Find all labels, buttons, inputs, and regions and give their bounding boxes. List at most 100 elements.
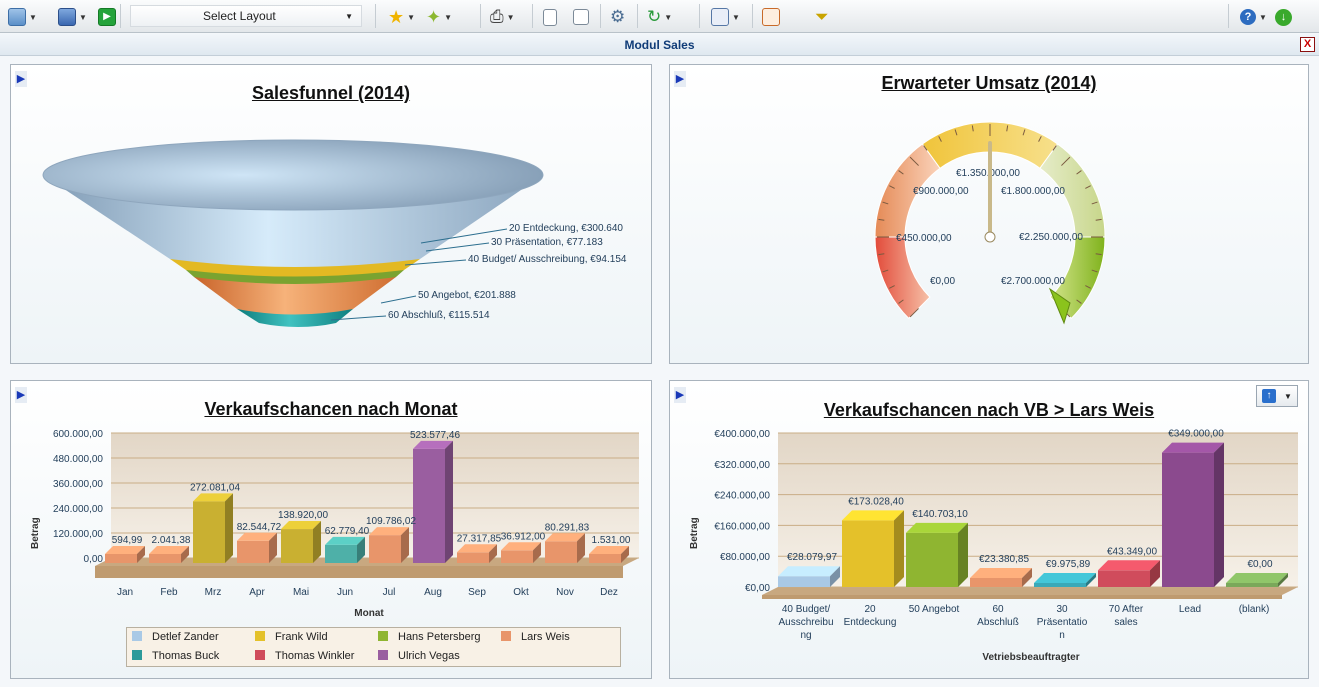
x-tick-label: Feb	[160, 587, 178, 598]
bar-side	[830, 566, 840, 587]
bar-front	[1098, 570, 1150, 587]
x-tick-label-line: 50 Angebot	[909, 604, 960, 615]
select-layout-label: Select Layout	[203, 9, 276, 23]
gauge-tick	[878, 253, 885, 256]
chevron-down-icon: ▼	[79, 12, 87, 22]
close-module-button[interactable]: X	[1300, 37, 1315, 52]
triangle-right-icon: ▶	[16, 73, 26, 85]
chevron-down-icon: ▼	[29, 12, 37, 22]
bar-top	[325, 536, 365, 545]
legend-item[interactable]: Lars Weis	[501, 631, 570, 643]
x-tick-label-line: ng	[800, 630, 811, 641]
copy-button[interactable]	[543, 5, 557, 29]
x-tick-label-line: 30	[1056, 604, 1068, 615]
funnel-label-20: 20 Entdeckung, €300.640	[509, 223, 623, 234]
x-tick-label: Okt	[513, 587, 529, 598]
bar-value-label: 36.912,00	[501, 531, 546, 542]
expand-panel-button[interactable]: ▶	[15, 387, 27, 403]
funnel-label-40: 40 Budget/ Ausschreibung, €94.154	[468, 254, 627, 265]
expand-panel-button[interactable]: ▶	[674, 387, 686, 403]
legend-item[interactable]: Hans Petersberg	[378, 631, 481, 643]
y-tick-label: €160.000,00	[714, 521, 770, 532]
print-button[interactable]: ⎙ ▼	[490, 5, 515, 29]
favorites-button[interactable]: ★ ▼	[388, 5, 415, 29]
add-widget-button[interactable]: ▼	[711, 5, 740, 29]
bar-side	[137, 546, 145, 563]
layout-grid-icon	[762, 8, 780, 26]
gauge-end-marker	[1048, 287, 1071, 325]
legend-label: Detlef Zander	[152, 631, 219, 643]
x-tick-label: Jun	[337, 587, 353, 598]
filter-button[interactable]: ⏷	[815, 5, 829, 29]
legend-item[interactable]: Detlef Zander	[132, 631, 219, 643]
x-tick-label-line: 20	[864, 604, 876, 615]
funnel-segment-60-abschluss	[237, 309, 353, 327]
export-button[interactable]	[573, 5, 589, 29]
bar-top	[842, 510, 904, 521]
legend-swatch-icon	[255, 650, 265, 660]
bar-top	[1034, 573, 1096, 583]
layout-grid-button[interactable]	[762, 5, 780, 29]
open-folder-button[interactable]: ▼	[8, 5, 37, 29]
run-button[interactable]: ▶	[98, 5, 116, 29]
gauge-tick	[1085, 185, 1091, 189]
add-favorite-button[interactable]: ✦ ▼	[426, 5, 452, 29]
month-bar	[501, 542, 541, 563]
vb-bar	[1034, 573, 1096, 587]
legend-swatch-icon	[255, 631, 265, 641]
y-tick-label: 240.000,00	[53, 504, 103, 515]
x-tick-label-line: 70 After	[1109, 604, 1144, 615]
bar-top	[1226, 573, 1288, 583]
bar-front	[778, 576, 830, 587]
bar-front	[193, 501, 225, 563]
y-axis-title: Betrag	[30, 517, 41, 549]
settings-button[interactable]: ⚙	[610, 5, 625, 29]
select-layout-dropdown[interactable]: Select Layout ▼	[130, 5, 362, 27]
help-button[interactable]: ? ▼	[1240, 5, 1267, 29]
expand-panel-button[interactable]: ▶	[15, 71, 27, 87]
chart-legend: Detlef Zander Frank Wild Hans Petersberg…	[126, 627, 621, 667]
bar-side	[1214, 442, 1224, 587]
bar-top	[501, 542, 541, 551]
bar-side	[1278, 573, 1288, 587]
toolbar-separator	[699, 4, 700, 28]
bar-front	[413, 448, 445, 563]
bar-side	[1086, 573, 1096, 587]
bar-value-label: 523.577,46	[410, 430, 460, 441]
gauge-tick	[889, 185, 895, 189]
bar-front	[501, 550, 533, 563]
legend-item[interactable]: Frank Wild	[255, 631, 328, 643]
bar-front	[906, 532, 958, 587]
add-favorite-icon: ✦	[426, 6, 442, 27]
legend-label: Ulrich Vegas	[398, 650, 460, 662]
x-tick-label: 70 After sales	[1109, 604, 1144, 628]
legend-item[interactable]: Thomas Winkler	[255, 650, 354, 662]
bar-top	[457, 544, 497, 553]
bar-value-label: 272.081,04	[190, 482, 240, 493]
legend-label: Frank Wild	[275, 631, 328, 643]
legend-item[interactable]: Ulrich Vegas	[378, 650, 460, 662]
save-button[interactable]: ▼	[58, 5, 87, 29]
bar-side	[225, 493, 233, 563]
star-icon: ★	[388, 6, 405, 27]
bar-front	[589, 554, 621, 563]
refresh-button[interactable]: ↻ ▼	[647, 5, 672, 29]
download-button[interactable]: ↓	[1275, 5, 1292, 29]
x-tick-label-line: Präsentatio	[1037, 617, 1088, 628]
bar-side	[533, 542, 541, 563]
chart-floor-edge	[95, 566, 623, 578]
main-toolbar: ▼ ▼ ▶ Select Layout ▼ ★ ▼ ✦ ▼ ⎙ ▼ ⚙ ↻ ▼ ▼ ⏷ …	[0, 0, 1319, 33]
expand-panel-button[interactable]: ▶	[674, 71, 686, 87]
toolbar-separator	[120, 4, 121, 28]
bar-side	[313, 521, 321, 563]
x-tick-label: 30 Präsentatio n	[1037, 604, 1088, 641]
bar-front	[457, 552, 489, 563]
month-bar-chart: 0,00 120.000,00 240.000,00 360.000,00 480.00…	[30, 429, 639, 619]
x-tick-label-line: Ausschreibu	[778, 617, 833, 628]
gauge-tick-1800k: €1.800.000,00	[1001, 186, 1065, 197]
gauge-band	[1049, 236, 1106, 320]
vb-bar-chart: €0,00 €80.000,00 €160.000,00 €240.000,00 €32…	[689, 429, 1298, 663]
chart-floor	[762, 587, 1298, 595]
legend-item[interactable]: Thomas Buck	[132, 650, 219, 662]
drill-up-button[interactable]: ↑ ▼	[1256, 385, 1298, 407]
